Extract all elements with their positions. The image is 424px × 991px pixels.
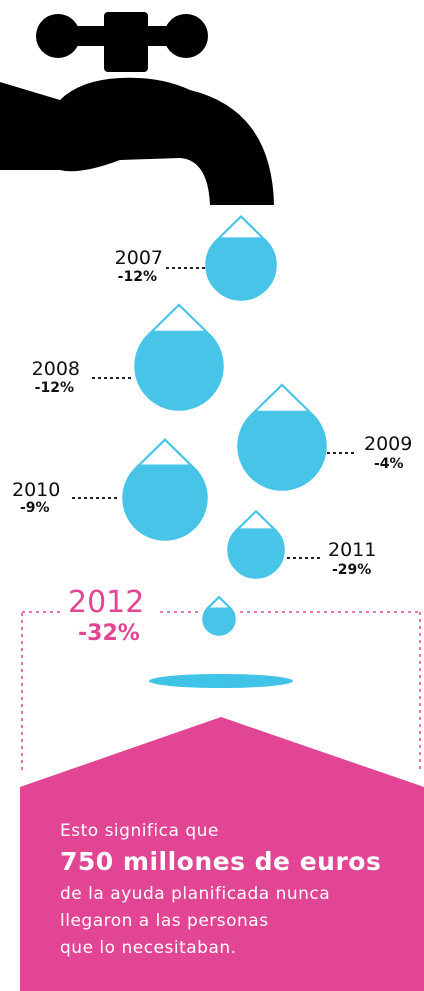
drop-highlight <box>221 218 261 237</box>
message-line: llegaron a las personas <box>60 911 269 931</box>
infographic: Esto significa que 750 millones de euros… <box>0 0 424 991</box>
year-label: 2007 <box>115 247 163 269</box>
year-label: 2008 <box>32 358 80 380</box>
year-label: 2011 <box>328 539 376 561</box>
message-line: de la ayuda planificada nunca <box>60 884 330 904</box>
message-highlight: 750 millones de euros <box>60 847 381 876</box>
puddle <box>149 674 293 688</box>
year-label: 2010 <box>12 479 60 501</box>
change-label: -9% <box>20 500 50 516</box>
change-label: -4% <box>374 456 404 472</box>
drop-highlight <box>257 386 307 410</box>
year-label: 2012 <box>68 585 144 620</box>
drop-highlight <box>240 513 272 529</box>
change-label: -32% <box>78 621 140 646</box>
drop-highlight <box>154 306 204 330</box>
change-label: -12% <box>35 380 74 396</box>
faucet <box>0 12 274 205</box>
change-label: -12% <box>118 269 157 285</box>
message-line: que lo necesitaban. <box>60 938 237 958</box>
year-label: 2009 <box>364 433 412 455</box>
drop-highlight <box>141 441 189 464</box>
message-intro: Esto significa que <box>60 821 219 841</box>
change-label: -29% <box>332 562 371 578</box>
